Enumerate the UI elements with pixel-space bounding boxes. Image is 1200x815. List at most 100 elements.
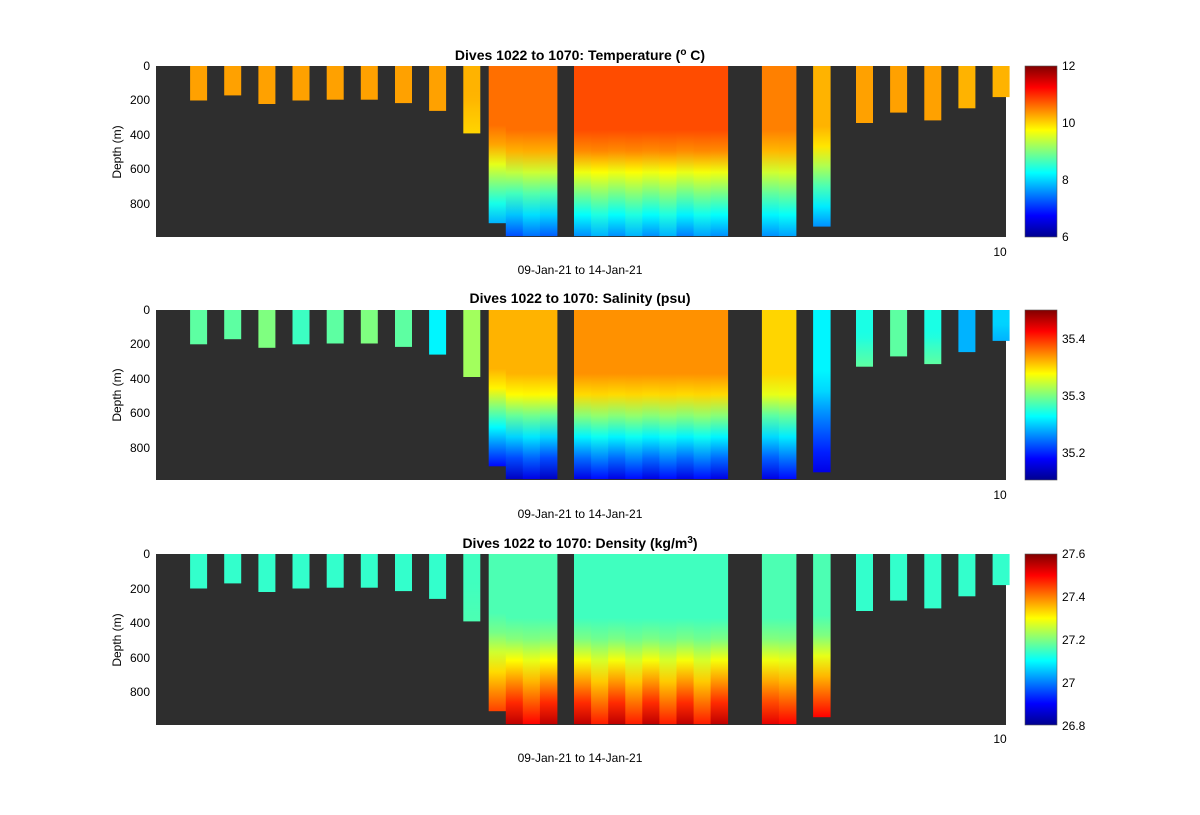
y-tick: 400: [130, 616, 150, 630]
profile-column: [693, 554, 712, 725]
profile-column: [505, 66, 524, 237]
density-colorbar-ticks: 26.8 27 27.2 27.4 27.6: [1062, 547, 1086, 733]
colorbar-tick: 12: [1062, 59, 1076, 73]
colorbar-tick: 35.3: [1062, 389, 1086, 403]
colorbar-tick: 27: [1062, 676, 1076, 690]
profile-column: [992, 554, 1010, 586]
profile-column: [360, 310, 378, 344]
profile-column: [761, 66, 780, 237]
profile-column: [642, 310, 660, 480]
profile-column: [890, 554, 908, 601]
profile-column: [292, 554, 310, 589]
profile-column: [224, 554, 242, 584]
profile-column: [488, 310, 507, 467]
y-tick: 400: [130, 128, 150, 142]
profile-column: [992, 66, 1010, 98]
colorbar-tick: 35.4: [1062, 332, 1086, 346]
profile-column: [591, 66, 609, 237]
profile-column: [505, 554, 524, 725]
profile-column: [539, 66, 558, 237]
profile-column: [813, 66, 831, 227]
profile-column: [224, 310, 242, 340]
profile-column: [659, 310, 677, 480]
profile-column: [659, 66, 677, 237]
profile-column: [642, 554, 660, 725]
profile-column: [292, 66, 310, 101]
profile-column: [395, 554, 412, 592]
y-tick: 800: [130, 197, 150, 211]
profile-column: [429, 66, 447, 111]
profile-column: [360, 66, 378, 100]
profile-column: [659, 554, 677, 725]
colorbar-tick: 10: [1062, 116, 1076, 130]
salinity-colorbar-ticks: 35.2 35.3 35.4: [1062, 332, 1086, 460]
profile-column: [224, 66, 242, 96]
profile-column: [488, 66, 507, 224]
x-tick: 10: [993, 245, 1007, 259]
temperature-panel: Dives 1022 to 1070: Temperature (o C) 0 …: [110, 47, 1076, 277]
density-y-ticks: 0 200 400 600 800: [130, 547, 150, 699]
profile-column: [958, 66, 976, 109]
y-tick: 200: [130, 337, 150, 351]
profile-column: [625, 310, 643, 480]
profile-column: [522, 66, 541, 237]
temperature-y-label: Depth (m): [110, 125, 124, 178]
profile-column: [856, 310, 873, 367]
profile-column: [505, 310, 524, 480]
profile-column: [574, 310, 592, 480]
profile-column: [856, 554, 873, 611]
colorbar-tick: 27.2: [1062, 633, 1086, 647]
colorbar-tick: 27.4: [1062, 590, 1086, 604]
profile-column: [693, 310, 712, 480]
profile-column: [574, 554, 592, 725]
profile-column: [761, 310, 780, 480]
y-tick: 600: [130, 162, 150, 176]
temperature-columns: [190, 66, 1010, 237]
profile-column: [710, 66, 729, 237]
profile-column: [574, 66, 592, 237]
temperature-colorbar: [1024, 65, 1058, 238]
profile-column: [463, 310, 481, 377]
profile-column: [924, 554, 942, 609]
density-panel: Dives 1022 to 1070: Density (kg/m3) 0 20…: [110, 535, 1086, 765]
profile-column: [463, 554, 481, 622]
profile-column: [360, 554, 378, 588]
profile-column: [924, 310, 942, 365]
profile-column: [488, 554, 507, 712]
profile-column: [190, 554, 208, 589]
profile-column: [591, 554, 609, 725]
profile-column: [395, 310, 412, 347]
profile-column: [693, 66, 712, 237]
profile-column: [326, 66, 344, 100]
profile-column: [778, 554, 797, 725]
profile-column: [539, 310, 558, 480]
profile-column: [958, 310, 976, 353]
profile-column: [642, 66, 660, 237]
profile-column: [676, 310, 694, 480]
salinity-title: Dives 1022 to 1070: Salinity (psu): [470, 290, 691, 306]
colorbar-tick: 26.8: [1062, 719, 1086, 733]
profile-column: [608, 66, 626, 237]
y-tick: 800: [130, 441, 150, 455]
profile-column: [676, 66, 694, 237]
y-tick: 200: [130, 582, 150, 596]
temperature-title: Dives 1022 to 1070: Temperature (o C): [455, 47, 705, 63]
profile-column: [608, 554, 626, 725]
profile-column: [522, 554, 541, 725]
profile-column: [778, 310, 797, 480]
profile-column: [463, 66, 481, 134]
profile-column: [190, 66, 208, 101]
profile-column: [813, 554, 831, 718]
profile-column: [326, 554, 344, 588]
temperature-colorbar-ticks: 6 8 10 12: [1062, 59, 1076, 244]
profile-column: [258, 66, 276, 104]
profile-column: [326, 310, 344, 344]
profile-column: [710, 310, 729, 480]
density-y-label: Depth (m): [110, 613, 124, 666]
profile-column: [625, 554, 643, 725]
profile-column: [924, 66, 942, 121]
y-tick: 400: [130, 372, 150, 386]
x-tick: 10: [993, 488, 1007, 502]
profile-column: [710, 554, 729, 725]
